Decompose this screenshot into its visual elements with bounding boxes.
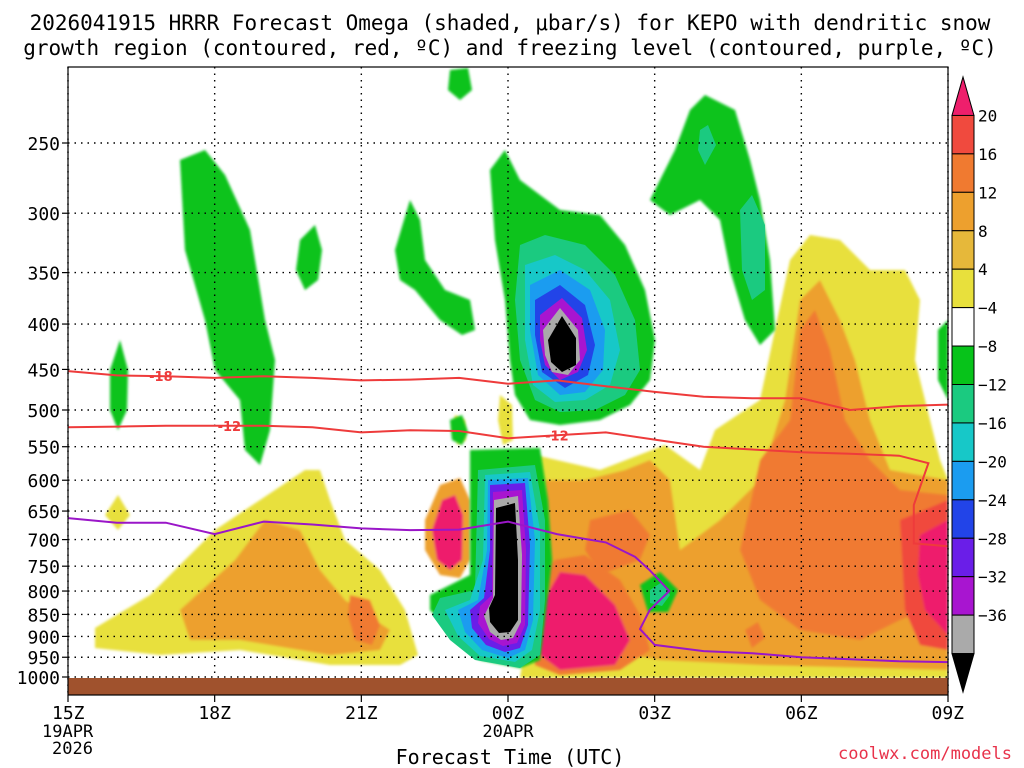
colorbar-swatch [951,422,975,462]
x-tick-label: 00Z [492,703,525,724]
y-tick-label: 500 [27,401,60,422]
y-tick-label: 250 [27,134,60,155]
colorbar-swatch [951,537,975,578]
colorbar-label: 12 [978,183,997,202]
y-tick-label: 550 [27,438,60,459]
colorbar-label: −28 [978,529,1007,548]
y-tick-label: 350 [27,264,60,285]
y-tick-label: 450 [27,360,60,381]
omega-region-magenta-left-core [432,495,463,570]
y-tick-label: 1000 [17,668,60,689]
x-tick-label: 06Z [785,703,818,724]
omega-region-green-far-right [938,320,948,400]
y-tick-label: 950 [27,648,60,669]
y-tick-label: 900 [27,627,60,648]
y-tick-label: 800 [27,582,60,603]
omega-region-pink-right [918,520,948,635]
x-tick-label: 15Z [52,703,85,724]
colorbar-swatch [951,75,975,116]
y-tick-label: 400 [27,315,60,336]
dgz-contour-label: -18 [149,370,173,385]
omega-region-magenta-center-core [538,572,630,670]
y-tick-label: 850 [27,605,60,626]
omega-region-green-b [296,225,322,290]
chart-title-line-2: growth region (contoured, red, ºC) and f… [23,36,997,60]
x-axis-label: Forecast Time (UTC) [396,745,625,768]
colorbar-swatch [951,114,975,155]
colorbar-label: −8 [978,337,997,356]
y-tick-label: 700 [27,531,60,552]
date-label-line-1: 20APR [482,722,534,742]
omega-shading [95,68,948,678]
omega-region-black-lower [489,503,518,633]
omega-region-dark-orange-left [348,595,380,645]
dgz-contour-minus-18 [68,370,948,412]
y-tick-label: 750 [27,557,60,578]
colorbar-label: −20 [978,452,1007,471]
ground-surface [68,678,948,695]
strong-positive-omega [425,478,650,675]
colorbar-swatch [951,153,975,193]
colorbar-label: −16 [978,414,1007,433]
omega-region-green-d [395,200,475,335]
colorbar-label: −32 [978,568,1007,587]
x-tick-label: 21Z [345,703,378,724]
colorbar-label: −4 [978,299,997,318]
colorbar-swatch [951,230,975,270]
y-tick-label: 300 [27,204,60,225]
colorbar-label: −24 [978,491,1007,510]
colorbar-label: 8 [978,222,988,241]
colorbar-swatch [951,345,975,385]
colorbar-swatch [951,614,975,655]
contour-lines: -18 -12 -12 [68,370,948,664]
omega-region-green-e [448,68,472,100]
colorbar-label: 20 [978,106,997,125]
colorbar-label: −36 [978,606,1007,625]
y-tick-label: 650 [27,502,60,523]
dgz-contour-minus-12 [68,424,948,548]
positive-omega-regions [95,235,948,678]
omega-region-green-right [650,95,775,345]
omega-region-black-upper [548,316,576,372]
colorbar-swatch [951,384,975,424]
colorbar-swatch [951,576,975,616]
colorbar-swatch [951,653,975,694]
y-axis-ticks: 2503003504004505005506006507007508008509… [17,134,68,689]
date-label-line-1: 19APR [42,722,94,742]
x-axis-ticks: 15Z 18Z 21Z 00Z 03Z 06Z 09Z [52,695,964,724]
omega-region-green-c [110,340,128,430]
omega-region-dark-orange-right [585,310,948,640]
credit-text: coolwx.com/models [838,744,1012,764]
x-tick-label: 18Z [198,703,231,724]
negative-omega-cores [432,125,765,668]
omega-region-teal-right [698,125,765,300]
omega-region-orange-left [180,520,390,655]
colorbar-label: 16 [978,145,997,164]
x-tick-label: 09Z [931,703,964,724]
omega-region-green-a [180,150,275,465]
colorbar-swatch [951,460,975,501]
date-label-line-2: 2026 [52,739,93,759]
dgz-contour-label: -12 [218,420,242,435]
colorbar-swatch [951,499,975,539]
freezing-level-contour [68,517,948,664]
colorbar-label: −12 [978,376,1007,395]
colorbar-swatch [951,191,975,232]
colorbar-swatch [951,268,975,309]
dgz-contour-label: -12 [545,429,569,444]
chart-title-line-1: 2026041915 HRRR Forecast Omega (shaded, … [30,11,991,35]
y-tick-label: 600 [27,471,60,492]
omega-region-orange-small [745,622,765,648]
colorbar: 20 16 12 8 4 −4 −8 −12 −16 −20 −24 −28 −32 −36 [951,75,1007,694]
colorbar-swatch [951,307,975,347]
x-tick-label: 03Z [638,703,671,724]
colorbar-label: 4 [978,260,988,279]
